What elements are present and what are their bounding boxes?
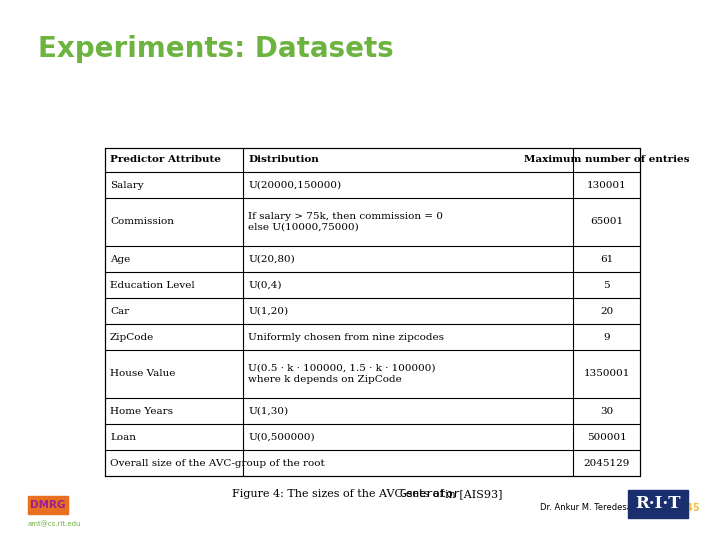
Text: 2045129: 2045129	[583, 458, 630, 468]
Text: else U(10000,75000): else U(10000,75000)	[248, 223, 359, 232]
Bar	[28, 496, 68, 514]
Text: DMRG: DMRG	[30, 500, 66, 510]
Text: 61: 61	[600, 254, 613, 264]
Text: Predictor Attribute: Predictor Attribute	[110, 156, 221, 165]
Text: 65001: 65001	[590, 218, 623, 226]
Text: U(0,4): U(0,4)	[248, 280, 282, 289]
Text: Experiments: Datasets: Experiments: Datasets	[38, 35, 394, 63]
Bar	[628, 490, 688, 518]
Text: ZipCode: ZipCode	[110, 333, 154, 341]
Text: U(1,30): U(1,30)	[248, 407, 288, 415]
Text: Salary: Salary	[110, 180, 143, 190]
Text: Loan: Loan	[110, 433, 136, 442]
Text: amt@cs.rit.edu: amt@cs.rit.edu	[28, 521, 81, 528]
Text: U(20000,150000): U(20000,150000)	[248, 180, 341, 190]
Text: 5: 5	[603, 280, 610, 289]
Text: Uniformly chosen from nine zipcodes: Uniformly chosen from nine zipcodes	[248, 333, 444, 341]
Text: If salary > 75k, then commission = 0: If salary > 75k, then commission = 0	[248, 212, 443, 221]
Text: Dr. Ankur M. Teredesai: Dr. Ankur M. Teredesai	[540, 503, 634, 512]
Text: U(20,80): U(20,80)	[248, 254, 294, 264]
Bar	[105, 148, 640, 476]
Text: U(0,500000): U(0,500000)	[248, 433, 315, 442]
Text: 30: 30	[600, 407, 613, 415]
Text: R·I·T: R·I·T	[635, 496, 680, 512]
Text: Age: Age	[110, 254, 130, 264]
Text: Car: Car	[110, 307, 129, 315]
Text: 130001: 130001	[587, 180, 626, 190]
Text: Figure 4: The sizes of the AVC-sets of: Figure 4: The sizes of the AVC-sets of	[232, 489, 447, 499]
Text: Distribution: Distribution	[248, 156, 319, 165]
Text: 9: 9	[603, 333, 610, 341]
Text: Education Level: Education Level	[110, 280, 194, 289]
Text: Home Years: Home Years	[110, 407, 173, 415]
Text: House Value: House Value	[110, 369, 176, 379]
Text: 500001: 500001	[587, 433, 626, 442]
Text: Commission: Commission	[110, 218, 174, 226]
Text: 20: 20	[600, 307, 613, 315]
Text: Overall size of the AVC-group of the root: Overall size of the AVC-group of the roo…	[110, 458, 325, 468]
Text: Maximum number of entries: Maximum number of entries	[523, 156, 689, 165]
Text: Generator: Generator	[400, 489, 461, 499]
Text: U(0.5 · k · 100000, 1.5 · k · 100000): U(0.5 · k · 100000, 1.5 · k · 100000)	[248, 364, 436, 373]
Text: 1350001: 1350001	[583, 369, 630, 379]
Text: where k depends on ZipCode: where k depends on ZipCode	[248, 375, 402, 384]
Text: P45: P45	[680, 503, 700, 513]
Text: U(1,20): U(1,20)	[248, 307, 288, 315]
Text: in [AIS93]: in [AIS93]	[445, 489, 503, 499]
